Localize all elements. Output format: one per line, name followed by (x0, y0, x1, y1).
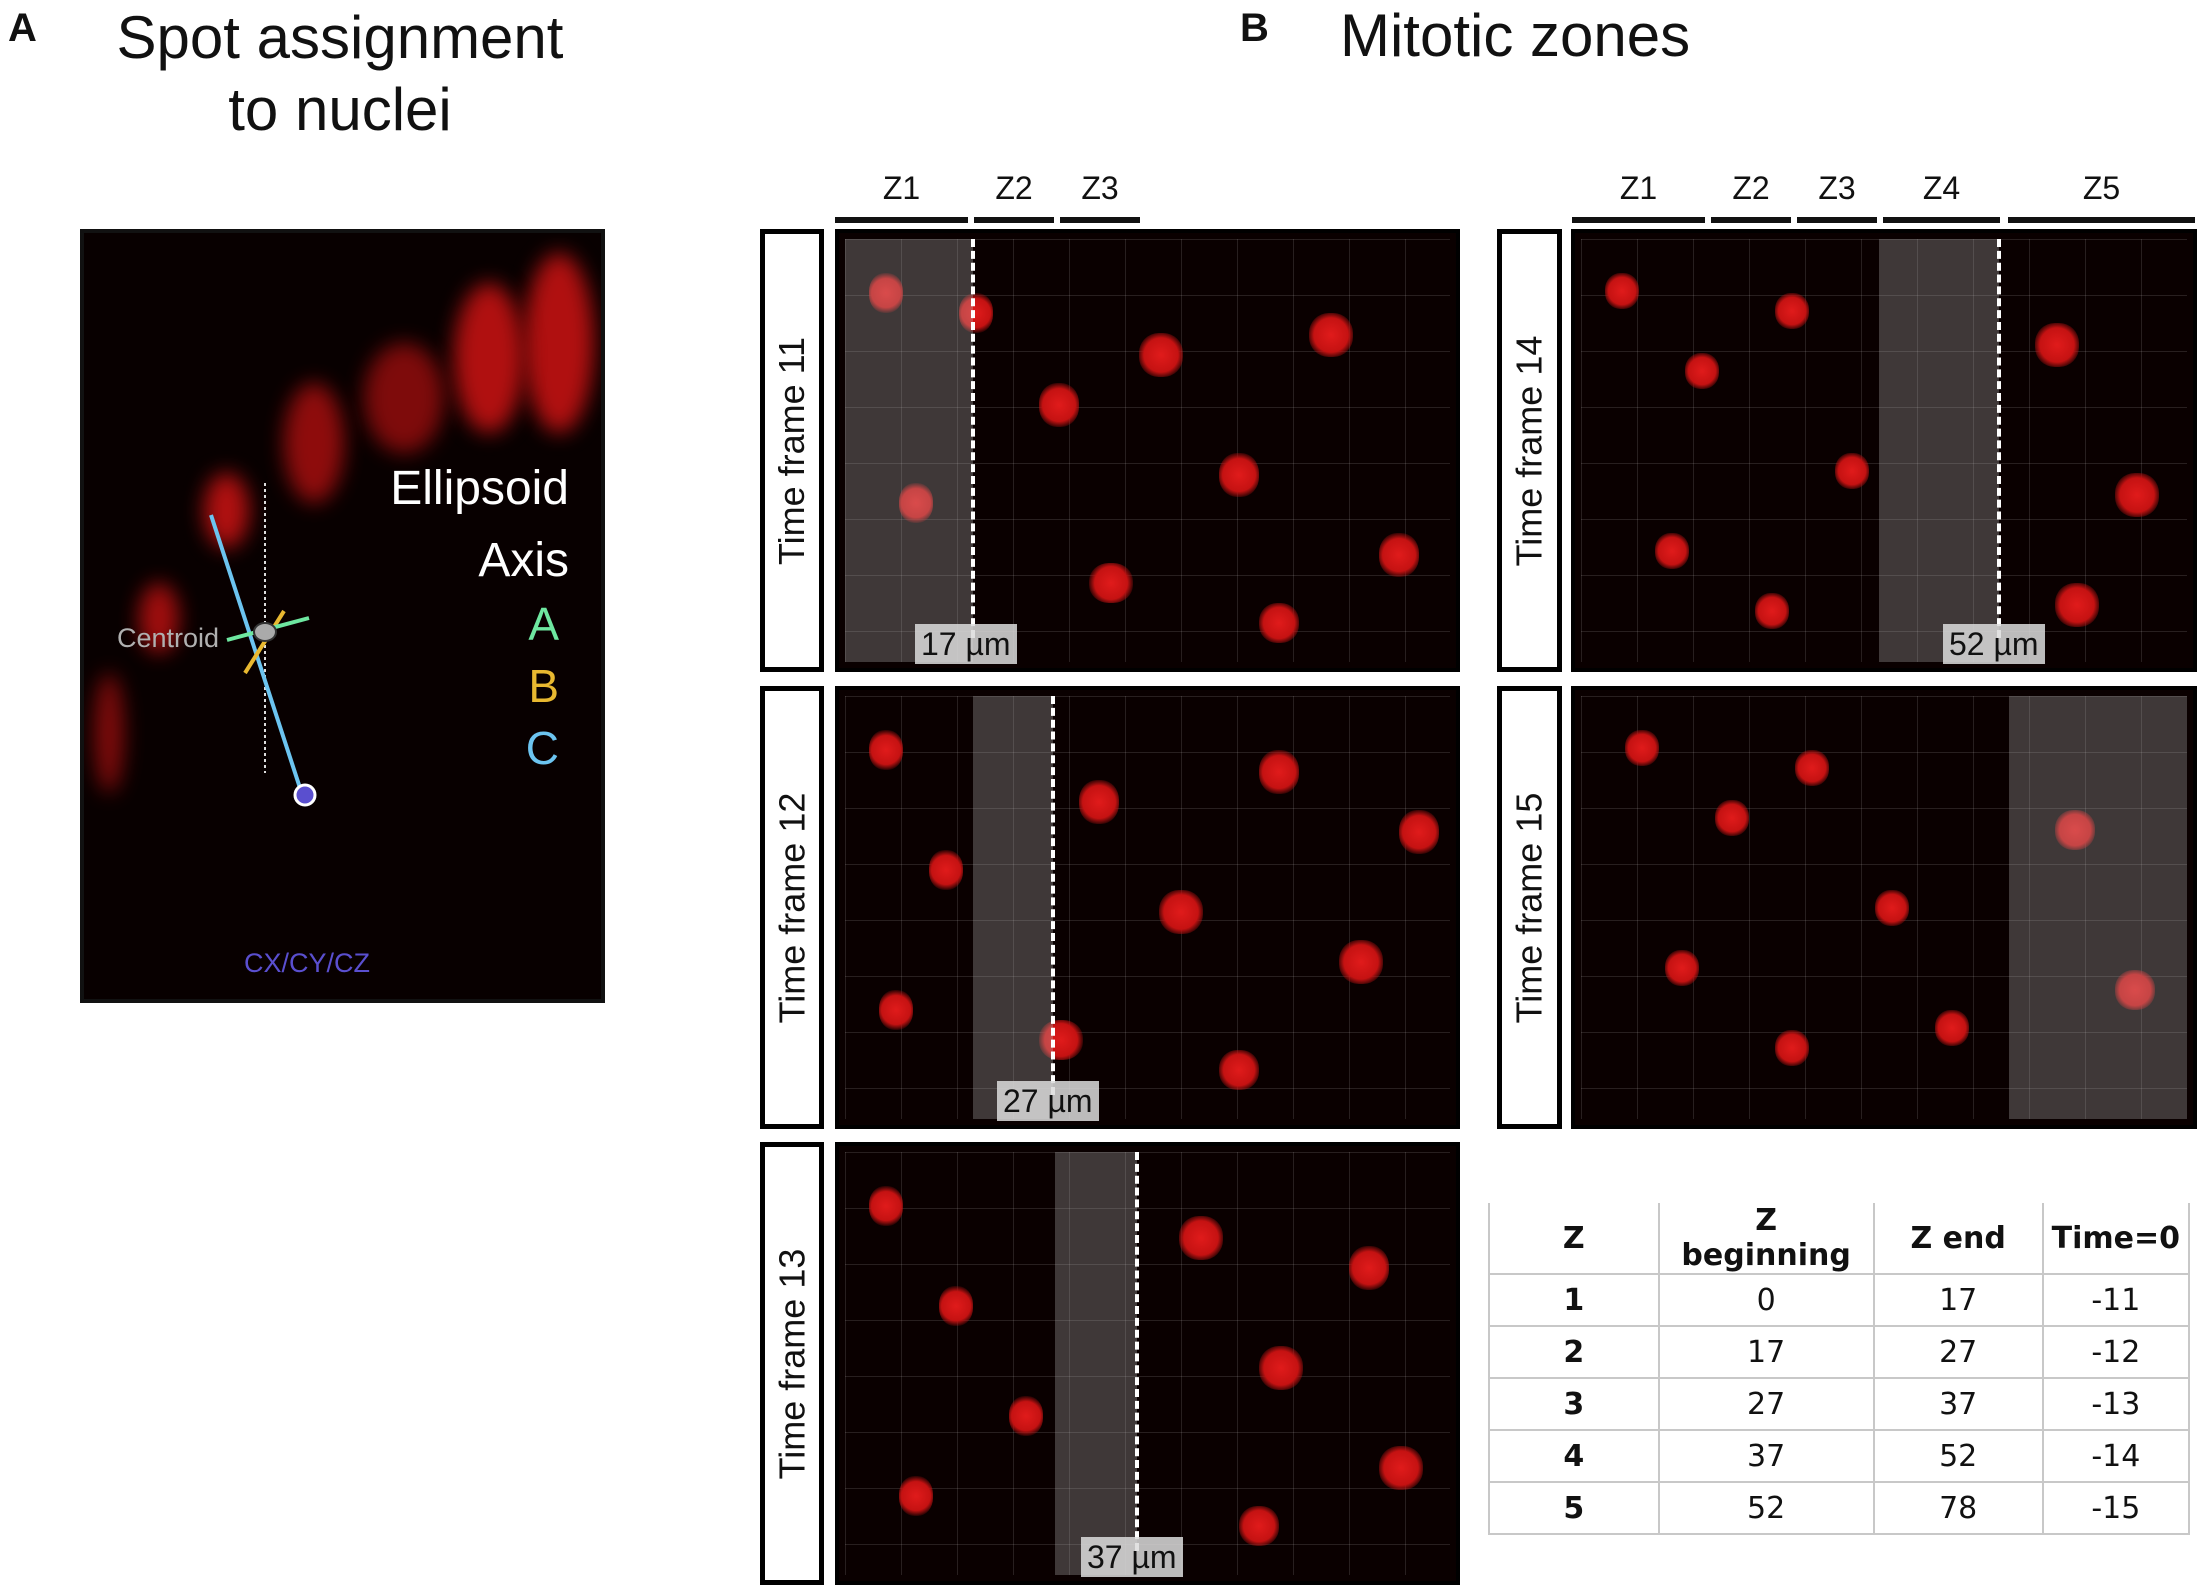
table-header: Z (1488, 1203, 1660, 1275)
table-cell: -14 (2041, 1429, 2191, 1483)
time-frame-label: Time frame 13 (771, 1248, 813, 1479)
centroid-label: Centroid (117, 623, 220, 653)
table-row: 2 17 27 -12 (1488, 1325, 2191, 1379)
axis-b-label: B (528, 660, 559, 712)
zone-header-z1-right: Z1 (1619, 170, 1658, 206)
zone-header-z3-right: Z3 (1818, 170, 1856, 206)
panel-a-title-line2: to nuclei (228, 76, 452, 143)
table-cell: 27 (1657, 1377, 1875, 1431)
table-cell: 37 (1657, 1429, 1875, 1483)
table-cell: 52 (1657, 1481, 1875, 1535)
time-frame-label-box: Time frame 12 (760, 686, 824, 1129)
zone-header-z5-right: Z5 (2082, 170, 2121, 206)
table-row: 4 37 52 -14 (1488, 1429, 2191, 1483)
table-cell: 4 (1488, 1429, 1660, 1483)
table-cell: 5 (1488, 1481, 1660, 1535)
microscopy-frame-11: 17 µm (835, 229, 1460, 672)
legend-title-line1: Ellipsoid (390, 462, 569, 515)
table-cell: 17 (1872, 1273, 2044, 1327)
table-cell: 3 (1488, 1377, 1660, 1431)
zone-header-z1-left: Z1 (882, 170, 921, 206)
table-header-row: Z Z beginning Z end Time=0 (1488, 1203, 2191, 1275)
panel-a-letter: A (8, 6, 37, 50)
time-frame-label-box: Time frame 14 (1497, 229, 1562, 672)
panel-b-letter: B (1240, 6, 1269, 50)
origin-label: CX/CY/CZ (244, 948, 371, 978)
time-frame-label-box: Time frame 13 (760, 1142, 824, 1585)
table-cell: 52 (1872, 1429, 2044, 1483)
table-header: Z end (1872, 1203, 2044, 1275)
zone-bar (2008, 217, 2195, 223)
table-cell: 78 (1872, 1481, 2044, 1535)
microscopy-frame-15 (1571, 686, 2197, 1129)
zone-header-z4-right: Z4 (1922, 170, 1961, 206)
panel-a-title: Spot assignment to nuclei (80, 2, 600, 146)
microscopy-frame-12: 27 µm (835, 686, 1460, 1129)
time-frame-label-box: Time frame 11 (760, 229, 824, 672)
zone-bar (835, 217, 968, 223)
scale-bar-label: 52 µm (1943, 624, 2045, 664)
table-cell: 2 (1488, 1325, 1660, 1379)
panel-b-title: Mitotic zones (1340, 2, 1691, 69)
table-cell: 27 (1872, 1325, 2044, 1379)
scale-bar-label: 17 µm (915, 624, 1017, 664)
zone-bar (1797, 217, 1877, 223)
time-frame-label: Time frame 12 (771, 792, 813, 1023)
zone-bar (1572, 217, 1705, 223)
scale-bar-label: 27 µm (997, 1081, 1099, 1121)
time-frame-label: Time frame 14 (1508, 335, 1550, 566)
table-cell: -13 (2041, 1377, 2191, 1431)
legend-title-line2: Axis (478, 534, 569, 587)
table-row: 1 0 17 -11 (1488, 1273, 2191, 1327)
axis-a-label: A (528, 598, 559, 650)
panel-a-image: Centroid CX/CY/CZ Ellipsoid Axis A B C (80, 229, 605, 1003)
time-frame-label: Time frame 11 (771, 336, 812, 565)
legend-title: Ellipsoid Axis (390, 453, 569, 597)
table-cell: 37 (1872, 1377, 2044, 1431)
scale-bar-label: 37 µm (1081, 1537, 1183, 1577)
zone-bar (1883, 217, 2000, 223)
zone-header-z3-left: Z3 (1081, 170, 1119, 206)
axis-legend: A B C (526, 593, 559, 779)
table-header: Z beginning (1657, 1203, 1875, 1275)
zone-header-z2-right: Z2 (1732, 170, 1770, 206)
ellipsoid-axes-diagram (209, 483, 317, 807)
time-frame-label-box: Time frame 15 (1497, 686, 1562, 1129)
microscopy-frame-13: 37 µm (835, 1142, 1460, 1585)
table-row: 3 27 37 -13 (1488, 1377, 2191, 1431)
microscopy-frame-14: 52 µm (1571, 229, 2197, 672)
axis-c-label: C (525, 722, 559, 774)
table-cell: -12 (2041, 1325, 2191, 1379)
table-cell: -11 (2041, 1273, 2191, 1327)
table-row: 5 52 78 -15 (1488, 1481, 2191, 1535)
zone-bar (1060, 217, 1140, 223)
table-cell: 0 (1657, 1273, 1875, 1327)
zone-header-z2-left: Z2 (995, 170, 1033, 206)
table-cell: 1 (1488, 1273, 1660, 1327)
table-header: Time=0 (2041, 1203, 2191, 1275)
panel-a-title-line1: Spot assignment (116, 4, 564, 71)
zone-bar (1711, 217, 1791, 223)
zone-bar (974, 217, 1054, 223)
table-cell: 17 (1657, 1325, 1875, 1379)
mitotic-zones-table: Z Z beginning Z end Time=0 1 0 17 -11 2 17 27… (1488, 1203, 2191, 1535)
table-cell: -15 (2041, 1481, 2191, 1535)
time-frame-label: Time frame 15 (1508, 792, 1550, 1023)
